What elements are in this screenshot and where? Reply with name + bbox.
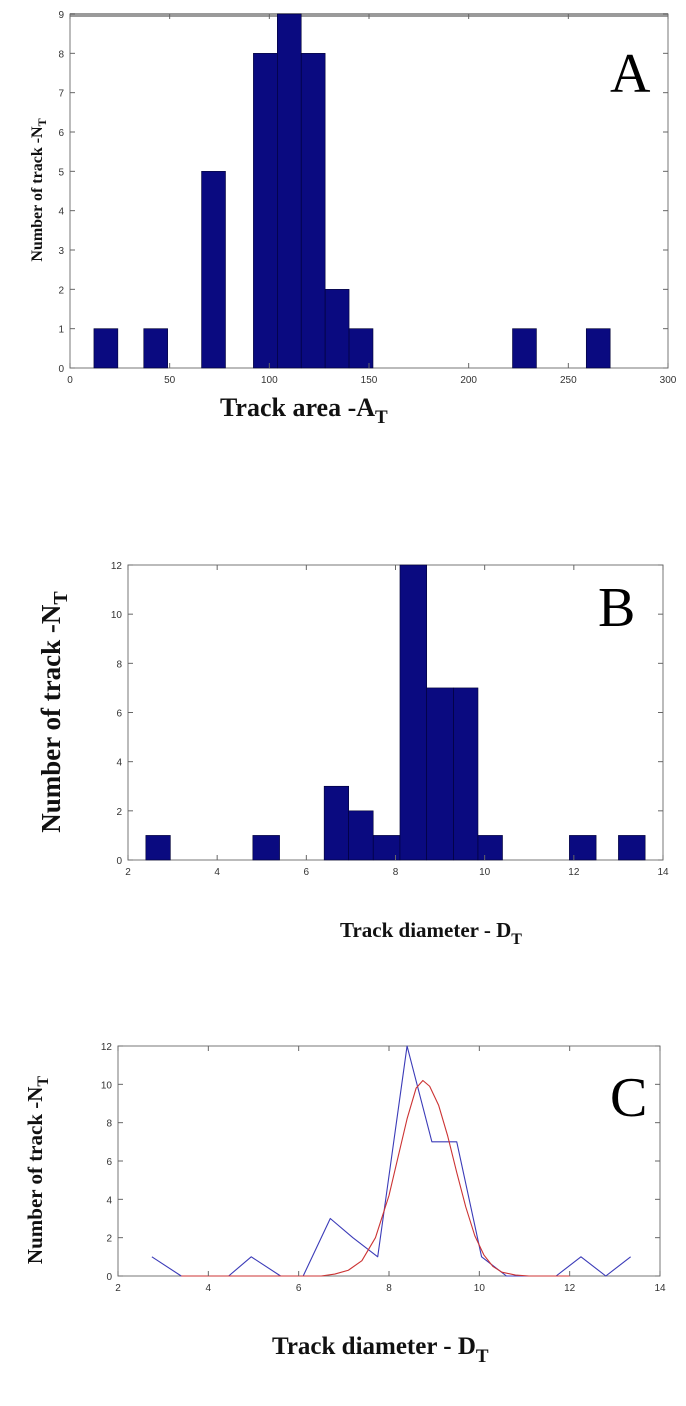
panel-c-x-axis-label: Track diameter - DT (272, 1333, 489, 1367)
panel-b-bar-2 (323, 785, 349, 861)
panel-a-plot-frame (69, 13, 669, 369)
panel-c-lines (151, 1045, 631, 1277)
panel-b-y-tick-label-6: 12 (111, 561, 123, 572)
panel-b-bar-9 (569, 835, 597, 861)
panel-b-x-tick-label-2: 6 (304, 867, 310, 878)
panel-c-y-axis-label: Number of track -NT (23, 1076, 52, 1265)
panel-c-x-tick-label-2: 6 (296, 1283, 302, 1294)
panel-b-x-tick-label-6: 14 (657, 867, 669, 878)
panel-a-y-tick-label-5: 5 (58, 167, 64, 178)
panel-a-bar-1 (143, 328, 168, 369)
panel-c-y-tick-label-3: 6 (106, 1157, 112, 1168)
panel-b-bar-6 (426, 687, 454, 861)
panel-a-y-tick-label-0: 0 (58, 364, 64, 375)
panel-a-bar-5 (300, 53, 326, 369)
panel-a-y-tick-label-2: 2 (58, 285, 64, 296)
panel-c-y-tick-label-4: 8 (106, 1119, 112, 1130)
panel-b-bar-5 (399, 564, 428, 861)
panel-c-letter: C (610, 1067, 647, 1129)
panel-b-bar-8 (477, 835, 503, 861)
panel-c-series-line-1 (181, 1079, 570, 1277)
panel-c-x-tick-label-3: 8 (386, 1283, 392, 1294)
panel-a-y-ticks: 0 1 2 3 4 5 6 7 8 9 (58, 10, 668, 375)
panel-a-bar-6 (324, 289, 350, 369)
panel-b-y-tick-label-2: 4 (116, 758, 122, 769)
panel-b-x-tick-label-0: 2 (125, 867, 131, 878)
panel-a-x-tick-label-4: 200 (460, 375, 477, 386)
panel-b-bar-10 (618, 835, 646, 861)
panel-a-y-axis-label: Number of track -NT (29, 118, 49, 261)
panel-c-plot-frame (117, 1045, 661, 1277)
panel-a-bar-4 (277, 13, 302, 369)
panel-a-y-tick-label-1: 1 (58, 325, 64, 336)
panel-c-y-tick-label-2: 4 (106, 1195, 112, 1206)
panel-b-bar-1 (252, 835, 280, 861)
panel-b-bars (145, 564, 646, 861)
panel-b-x-tick-label-1: 4 (214, 867, 220, 878)
panel-b-x-tick-label-5: 12 (568, 867, 580, 878)
panel-b-x-axis-label: Track diameter - DT (340, 918, 522, 948)
panel-b-y-ticks: 0 2 4 6 8 10 12 (111, 561, 663, 867)
panel-c-x-tick-label-1: 4 (206, 1283, 212, 1294)
panel-c-x-tick-label-4: 10 (474, 1283, 486, 1294)
panel-a-bar-3 (253, 53, 278, 369)
panel-a: 0 50 100 150 200 250 300 0 1 2 3 4 5 6 7 8 9 A Track ar… (29, 10, 677, 428)
panel-b-bar-3 (348, 810, 374, 861)
panel-c-x-tick-label-6: 14 (654, 1283, 666, 1294)
panel-c-x-ticks: 2 4 6 8 10 12 14 (115, 1046, 666, 1294)
panel-c-y-tick-label-6: 12 (101, 1042, 113, 1053)
panel-a-x-tick-label-0: 0 (67, 375, 73, 386)
panel-b-y-axis-label: Number of track -NT (36, 591, 72, 833)
panel-a-y-tick-label-8: 8 (58, 49, 64, 60)
panel-c-y-tick-label-0: 0 (106, 1272, 112, 1283)
panel-c-x-tick-label-0: 2 (115, 1283, 121, 1294)
panel-a-bar-9 (585, 328, 611, 369)
panel-a-x-tick-label-2: 100 (261, 375, 278, 386)
panel-a-bar-7 (348, 328, 374, 369)
panel-a-x-axis-label: Track area -AT (220, 393, 388, 428)
panel-b-bar-7 (453, 687, 479, 861)
panel-a-bars (93, 13, 611, 369)
panel-a-bar-2 (201, 171, 226, 369)
panel-b-bar-0 (145, 835, 171, 861)
panel-b-y-tick-label-3: 6 (116, 709, 122, 720)
panel-a-bar-8 (512, 328, 537, 369)
panel-b-y-tick-label-1: 2 (116, 807, 122, 818)
panel-a-x-tick-label-3: 150 (361, 375, 378, 386)
panel-c-y-tick-label-5: 10 (101, 1080, 113, 1091)
panel-b-plot-frame (127, 564, 664, 861)
panel-b-x-tick-label-3: 8 (393, 867, 399, 878)
panel-a-x-ticks: 0 50 100 150 200 250 300 (67, 14, 677, 386)
panel-b-y-tick-label-0: 0 (116, 856, 122, 867)
panel-a-y-tick-label-6: 6 (58, 128, 64, 139)
panel-b-y-tick-label-5: 10 (111, 610, 123, 621)
panel-a-y-tick-label-4: 4 (58, 207, 64, 218)
panel-c-x-tick-label-5: 12 (564, 1283, 576, 1294)
panel-a-x-tick-label-5: 250 (560, 375, 577, 386)
panel-c-y-tick-label-1: 2 (106, 1234, 112, 1245)
panel-a-y-tick-label-3: 3 (58, 246, 64, 257)
panel-b-y-tick-label-4: 8 (116, 659, 122, 670)
panel-c-series-line-0 (151, 1045, 631, 1277)
panel-b-x-tick-label-4: 10 (479, 867, 491, 878)
panel-b-letter: B (598, 577, 635, 639)
panel-a-x-tick-label-1: 50 (164, 375, 176, 386)
panel-a-letter: A (610, 43, 651, 105)
panel-b-x-ticks: 2 4 6 8 10 12 14 (125, 565, 669, 878)
panel-a-y-tick-label-9: 9 (58, 10, 64, 21)
panel-a-y-tick-label-7: 7 (58, 89, 64, 100)
panel-a-bar-0 (93, 328, 119, 369)
panel-c-y-ticks: 0 2 4 6 8 10 12 (101, 1042, 660, 1283)
panel-a-x-tick-label-6: 300 (660, 375, 677, 386)
